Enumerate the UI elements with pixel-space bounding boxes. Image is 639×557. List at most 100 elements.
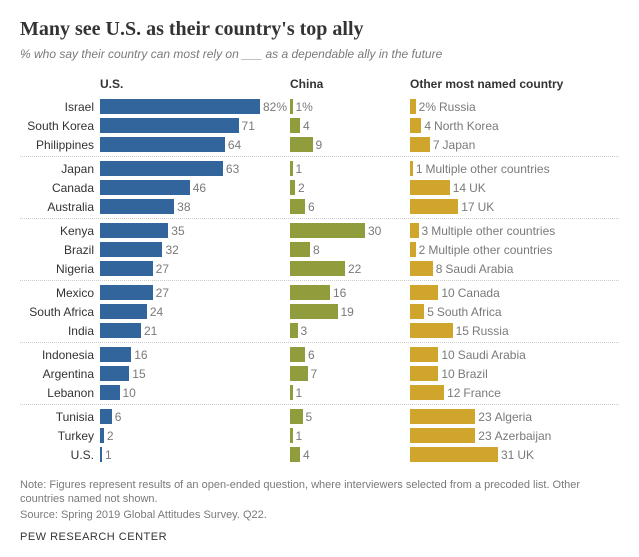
china-bar — [290, 366, 308, 381]
other-bar — [410, 304, 424, 319]
other-bar-wrap: 15 Russia — [410, 323, 619, 338]
china-bar — [290, 118, 300, 133]
table-row: Japan6311 Multiple other countries — [20, 159, 619, 178]
chart-subtitle: % who say their country can most rely on… — [20, 47, 619, 61]
country-label: South Africa — [20, 305, 100, 319]
china-bar — [290, 385, 293, 400]
table-row: Mexico271610 Canada — [20, 283, 619, 302]
us-bar — [100, 199, 174, 214]
us-value: 82% — [263, 100, 287, 114]
other-value: 17 — [461, 200, 474, 214]
us-bar-wrap: 32 — [100, 242, 290, 257]
china-value: 1 — [296, 162, 303, 176]
other-value: 8 — [436, 262, 443, 276]
table-row: Tunisia6523 Algeria — [20, 407, 619, 426]
us-bar — [100, 161, 223, 176]
group-divider — [20, 280, 619, 281]
other-value: 4 — [424, 119, 431, 133]
other-bar — [410, 261, 433, 276]
other-bar-wrap: 3 Multiple other countries — [410, 223, 619, 238]
other-bar-wrap: 31 UK — [410, 447, 619, 462]
group-divider — [20, 156, 619, 157]
other-bar-wrap: 23 Algeria — [410, 409, 619, 424]
us-value: 32 — [165, 243, 178, 257]
column-headers: U.S. China Other most named country — [20, 77, 619, 91]
other-bar — [410, 323, 453, 338]
other-country-label: Japan — [443, 138, 476, 152]
us-bar — [100, 180, 190, 195]
other-value: 2 — [419, 243, 426, 257]
china-bar-wrap: 19 — [290, 304, 410, 319]
us-bar — [100, 428, 104, 443]
china-bar — [290, 161, 293, 176]
other-country-label: Russia — [472, 324, 509, 338]
other-bar — [410, 428, 475, 443]
country-label: Brazil — [20, 243, 100, 257]
china-value: 3 — [301, 324, 308, 338]
group-divider — [20, 342, 619, 343]
other-bar — [410, 347, 438, 362]
country-label: Philippines — [20, 138, 100, 152]
other-country-label: Multiple other countries — [428, 243, 552, 257]
other-country-label: Saudi Arabia — [458, 348, 526, 362]
china-bar-wrap: 1% — [290, 99, 410, 114]
china-bar — [290, 180, 295, 195]
other-value: 31 — [501, 448, 514, 462]
us-value: 2 — [107, 429, 114, 443]
us-bar — [100, 347, 131, 362]
other-bar — [410, 242, 416, 257]
other-country-label: Brazil — [458, 367, 488, 381]
us-bar-wrap: 21 — [100, 323, 290, 338]
table-row: Kenya35303 Multiple other countries — [20, 221, 619, 240]
china-bar-wrap: 1 — [290, 385, 410, 400]
other-bar-wrap: 2 Multiple other countries — [410, 242, 619, 257]
other-bar-wrap: 17 UK — [410, 199, 619, 214]
other-country-label: Multiple other countries — [426, 162, 550, 176]
other-bar-wrap: 8 Saudi Arabia — [410, 261, 619, 276]
table-row: U.S.1431 UK — [20, 445, 619, 464]
country-label: Japan — [20, 162, 100, 176]
chart-title: Many see U.S. as their country's top all… — [20, 18, 619, 41]
other-country-label: Canada — [458, 286, 500, 300]
other-bar-wrap: 12 France — [410, 385, 619, 400]
us-value: 6 — [115, 410, 122, 424]
country-label: Kenya — [20, 224, 100, 238]
us-value: 46 — [193, 181, 206, 195]
china-bar — [290, 199, 305, 214]
other-value: 10 — [441, 367, 454, 381]
china-bar-wrap: 2 — [290, 180, 410, 195]
other-bar — [410, 223, 419, 238]
other-value: 10 — [441, 286, 454, 300]
other-value: 3 — [422, 224, 429, 238]
other-bar-wrap: 5 South Africa — [410, 304, 619, 319]
china-bar-wrap: 8 — [290, 242, 410, 257]
other-country-label: Saudi Arabia — [445, 262, 513, 276]
other-bar-wrap: 10 Canada — [410, 285, 619, 300]
header-other: Other most named country — [410, 77, 619, 91]
china-value: 6 — [308, 348, 315, 362]
us-value: 38 — [177, 200, 190, 214]
table-row: Turkey2123 Azerbaijan — [20, 426, 619, 445]
china-value: 6 — [308, 200, 315, 214]
us-value: 1 — [105, 448, 112, 462]
chart-note: Note: Figures represent results of an op… — [20, 478, 619, 507]
other-bar — [410, 366, 438, 381]
other-value: 7 — [433, 138, 440, 152]
us-value: 63 — [226, 162, 239, 176]
us-value: 10 — [123, 386, 136, 400]
country-label: U.S. — [20, 448, 100, 462]
other-value: 5 — [427, 305, 434, 319]
china-value: 8 — [313, 243, 320, 257]
china-bar-wrap: 4 — [290, 118, 410, 133]
us-bar — [100, 366, 129, 381]
table-row: South Korea7144 North Korea — [20, 116, 619, 135]
us-bar-wrap: 24 — [100, 304, 290, 319]
china-bar-wrap: 22 — [290, 261, 410, 276]
us-bar-wrap: 1 — [100, 447, 290, 462]
table-row: Australia38617 UK — [20, 197, 619, 216]
us-bar-wrap: 64 — [100, 137, 290, 152]
us-bar-wrap: 6 — [100, 409, 290, 424]
other-value: 10 — [441, 348, 454, 362]
china-value: 22 — [348, 262, 361, 276]
country-label: Canada — [20, 181, 100, 195]
